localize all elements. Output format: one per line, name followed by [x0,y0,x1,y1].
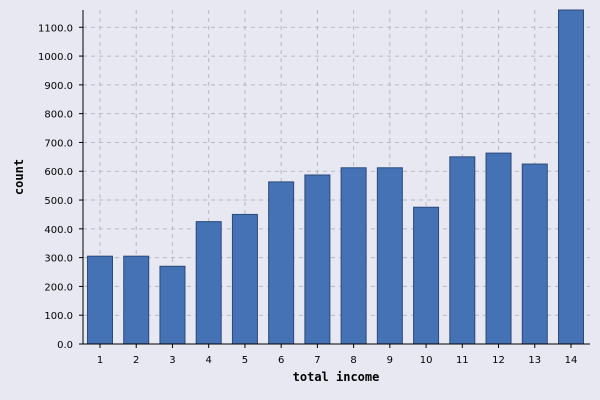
x-tick-label: 1 [97,355,103,366]
y-tick-label: 400.0 [44,225,73,236]
y-tick-label: 500.0 [44,196,73,207]
x-tick-labels: 1 2 3 4 5 6 7 8 9 10 11 12 13 14 [97,344,578,366]
x-tick-label: 5 [242,355,248,366]
bars [87,9,584,345]
bar-6 [268,181,295,345]
x-tick-label: 11 [456,355,469,366]
bar-13 [521,163,548,345]
x-tick-label: 3 [169,355,175,366]
bar-10 [413,206,440,345]
x-tick-label: 14 [565,355,578,366]
y-tick-label: 1100.0 [38,23,73,34]
bar-7 [304,174,331,345]
bar-1 [87,255,113,345]
y-tick-label: 200.0 [44,282,73,293]
y-tick-label: 300.0 [44,254,73,265]
bar-11 [449,156,476,345]
y-tick-label: 1000.0 [38,52,73,63]
y-tick-label: 900.0 [44,81,73,92]
x-tick-label: 13 [528,355,541,366]
bar-4 [195,221,222,345]
bar-8 [340,167,367,345]
y-tick-label: 600.0 [44,167,73,178]
bar-12 [485,152,512,345]
bar-5 [231,213,258,345]
x-tick-label: 7 [314,355,320,366]
y-axis-title: count [12,159,26,195]
y-tick-label: 800.0 [44,110,73,121]
y-tick-label: 700.0 [44,138,73,149]
grid-lines [83,10,590,344]
x-tick-label: 12 [492,355,505,366]
x-tick-label: 10 [420,355,433,366]
x-tick-label: 9 [387,355,393,366]
bar-9 [376,167,403,345]
x-axis-title: total income [293,370,380,384]
y-tick-labels: 0.0 100.0 200.0 300.0 400.0 500.0 600.0 700.0 80… [38,23,83,351]
x-tick-label: 8 [350,355,356,366]
y-tick-label: 0.0 [57,340,73,351]
y-tick-label: 100.0 [44,311,73,322]
bar-3 [159,265,186,345]
bar-2 [123,255,150,345]
x-tick-label: 4 [206,355,212,366]
bar-14 [558,9,584,345]
x-tick-label: 6 [278,355,284,366]
x-tick-label: 2 [133,355,139,366]
